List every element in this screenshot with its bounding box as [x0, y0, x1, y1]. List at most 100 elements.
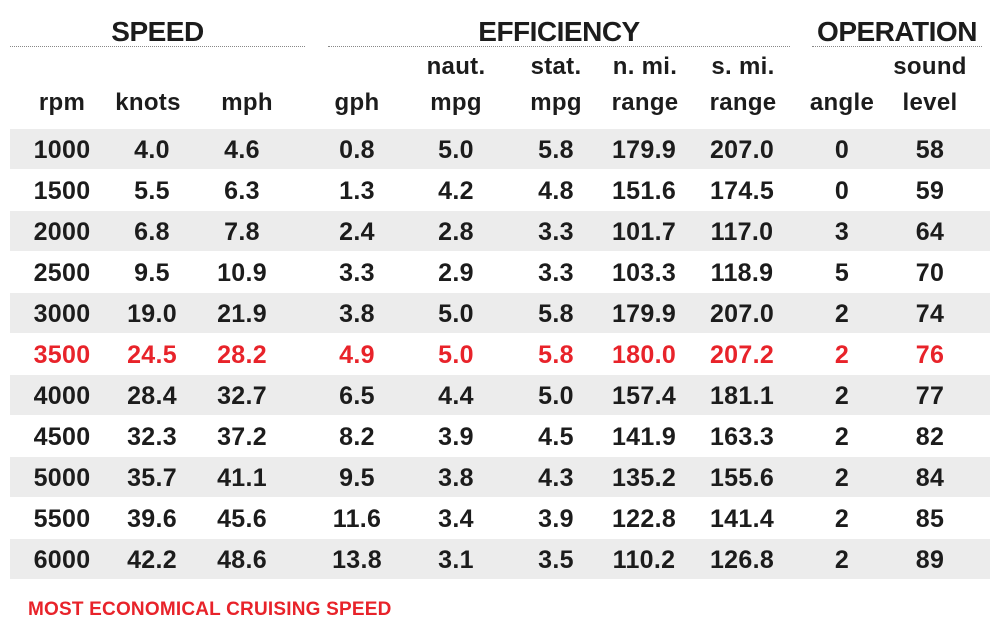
cell-mph: 6.3 — [224, 177, 260, 205]
cell-angle: 2 — [834, 546, 850, 574]
cell-angle: 3 — [834, 218, 850, 246]
row-divider — [10, 456, 990, 457]
group-speed-divider — [10, 46, 305, 47]
table-row: 2500 9.5 10.9 3.3 2.9 3.3 103.3 118.9 5 70 — [10, 252, 990, 293]
cell-sound: 74 — [915, 300, 945, 328]
cell-nmi-range: 141.9 — [611, 423, 677, 451]
cell-stat-mpg: 4.5 — [538, 423, 574, 451]
cell-sound: 59 — [915, 177, 945, 205]
row-divider — [10, 251, 990, 252]
cell-stat-mpg: 5.0 — [538, 382, 574, 410]
cell-nmi-range: 151.6 — [611, 177, 677, 205]
cell-stat-mpg: 3.3 — [538, 218, 574, 246]
cell-rpm: 4000 — [33, 382, 91, 410]
cell-gph: 3.8 — [339, 300, 375, 328]
header-sound-level: level — [902, 89, 958, 116]
cell-mph: 28.2 — [217, 341, 267, 369]
cell-nmi-range: 179.9 — [611, 136, 677, 164]
cell-stat-mpg: 3.5 — [538, 546, 574, 574]
header-knots: knots — [115, 89, 181, 116]
cell-smi-range: 155.6 — [709, 464, 775, 492]
cell-knots: 5.5 — [134, 177, 170, 205]
cell-gph: 9.5 — [339, 464, 375, 492]
cell-sound: 77 — [915, 382, 945, 410]
cell-rpm: 1000 — [33, 136, 91, 164]
cell-stat-mpg: 3.3 — [538, 259, 574, 287]
row-divider — [10, 210, 990, 211]
cell-knots: 24.5 — [127, 341, 177, 369]
cell-angle: 2 — [834, 341, 850, 369]
cell-sound: 84 — [915, 464, 945, 492]
cell-gph: 2.4 — [339, 218, 375, 246]
cell-stat-mpg: 5.8 — [538, 136, 574, 164]
row-divider — [10, 333, 990, 334]
cell-gph: 1.3 — [339, 177, 375, 205]
cell-gph: 13.8 — [332, 546, 382, 574]
group-speed: SPEED — [111, 16, 204, 47]
cell-knots: 42.2 — [127, 546, 177, 574]
cell-angle: 2 — [834, 423, 850, 451]
cell-sound: 85 — [915, 505, 945, 533]
cell-smi-range: 207.0 — [709, 136, 775, 164]
row-divider — [10, 538, 990, 539]
cell-mph: 37.2 — [217, 423, 267, 451]
table-row: 3000 19.0 21.9 3.8 5.0 5.8 179.9 207.0 2 74 — [10, 293, 990, 334]
cell-knots: 28.4 — [127, 382, 177, 410]
cell-angle: 5 — [834, 259, 850, 287]
cell-nmi-range: 122.8 — [611, 505, 677, 533]
cell-mph: 10.9 — [217, 259, 267, 287]
cell-knots: 9.5 — [134, 259, 170, 287]
cell-smi-range: 207.2 — [709, 341, 775, 369]
cell-rpm: 5500 — [33, 505, 91, 533]
cell-rpm: 1500 — [33, 177, 91, 205]
header-smi-range: range — [709, 89, 777, 116]
table-row: 4500 32.3 37.2 8.2 3.9 4.5 141.9 163.3 2 82 — [10, 416, 990, 457]
cell-rpm: 5000 — [33, 464, 91, 492]
cell-knots: 39.6 — [127, 505, 177, 533]
cell-gph: 11.6 — [332, 505, 382, 533]
cell-sound: 58 — [915, 136, 945, 164]
cell-angle: 2 — [834, 382, 850, 410]
header-nmi-range: range — [611, 89, 679, 116]
cell-gph: 3.3 — [339, 259, 375, 287]
cell-stat-mpg: 5.8 — [538, 300, 574, 328]
footnote: MOST ECONOMICAL CRUISING SPEED — [28, 599, 392, 620]
cell-angle: 0 — [834, 177, 850, 205]
cell-naut-mpg: 2.9 — [438, 259, 474, 287]
cell-angle: 0 — [834, 136, 850, 164]
cell-stat-mpg: 4.8 — [538, 177, 574, 205]
cell-naut-mpg: 3.9 — [438, 423, 474, 451]
cell-knots: 32.3 — [127, 423, 177, 451]
cell-mph: 41.1 — [217, 464, 267, 492]
table-row: 6000 42.2 48.6 13.8 3.1 3.5 110.2 126.8 2 89 — [10, 539, 990, 580]
cell-naut-mpg: 5.0 — [438, 341, 474, 369]
cell-smi-range: 163.3 — [709, 423, 775, 451]
cell-smi-range: 181.1 — [709, 382, 775, 410]
row-divider — [10, 415, 990, 416]
cell-mph: 45.6 — [217, 505, 267, 533]
cell-knots: 4.0 — [134, 136, 170, 164]
cell-stat-mpg: 5.8 — [538, 341, 574, 369]
table-row: 5500 39.6 45.6 11.6 3.4 3.9 122.8 141.4 2 85 — [10, 498, 990, 539]
cell-nmi-range: 179.9 — [611, 300, 677, 328]
row-divider — [10, 169, 990, 170]
header-naut-top: naut. — [426, 53, 486, 80]
cell-smi-range: 118.9 — [710, 259, 774, 287]
cell-rpm: 3000 — [33, 300, 91, 328]
cell-knots: 19.0 — [127, 300, 177, 328]
cell-sound: 64 — [915, 218, 945, 246]
cell-smi-range: 117.0 — [710, 218, 774, 246]
header-naut-mpg: mpg — [430, 89, 482, 116]
cell-mph: 48.6 — [217, 546, 267, 574]
cell-angle: 2 — [834, 464, 850, 492]
table-row-highlighted: 3500 24.5 28.2 4.9 5.0 5.8 180.0 207.2 2 76 — [10, 334, 990, 375]
header-smi-top: s. mi. — [711, 53, 775, 80]
cell-smi-range: 126.8 — [709, 546, 775, 574]
cell-stat-mpg: 3.9 — [538, 505, 574, 533]
cell-knots: 6.8 — [134, 218, 170, 246]
row-divider — [10, 497, 990, 498]
table-row: 5000 35.7 41.1 9.5 3.8 4.3 135.2 155.6 2 84 — [10, 457, 990, 498]
header-nmi-top: n. mi. — [612, 53, 678, 80]
table-row: 2000 6.8 7.8 2.4 2.8 3.3 101.7 117.0 3 64 — [10, 211, 990, 252]
cell-naut-mpg: 5.0 — [438, 300, 474, 328]
